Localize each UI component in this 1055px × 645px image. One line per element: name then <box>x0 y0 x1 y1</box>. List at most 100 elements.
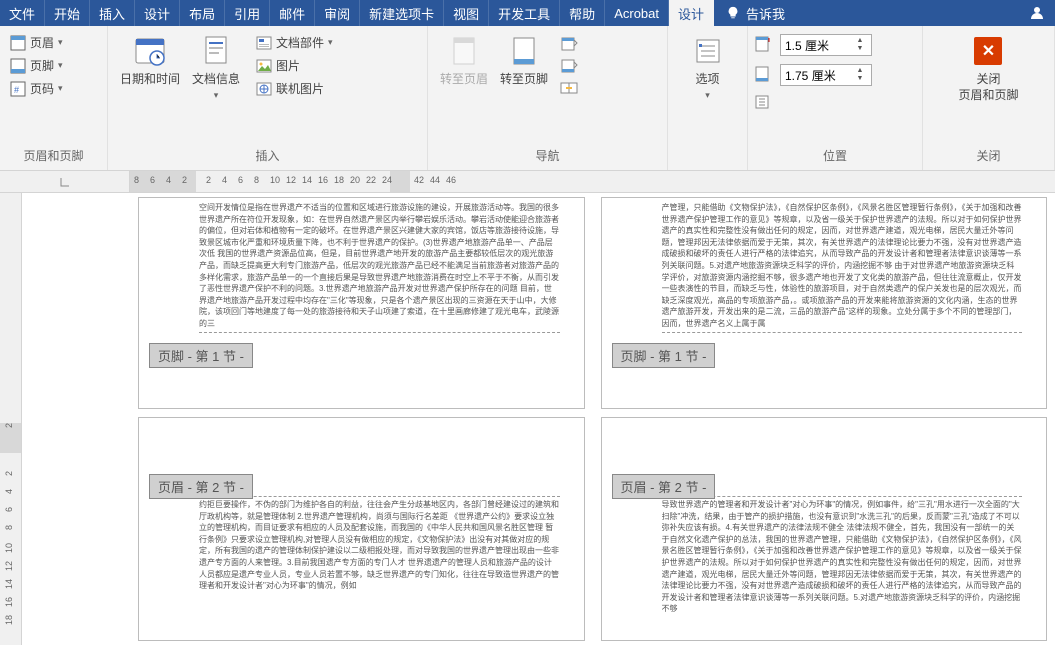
online-picture-icon <box>256 81 272 97</box>
ruler-tick: 22 <box>366 175 376 185</box>
spin-up[interactable]: ▲ <box>853 67 867 75</box>
ruler-tick: 14 <box>4 579 14 589</box>
next-section-icon[interactable] <box>560 58 578 74</box>
docparts-button[interactable]: 文档部件 ▾ <box>252 32 337 53</box>
docinfo-label: 文档信息 <box>192 72 240 88</box>
ruler-tick: 46 <box>446 175 456 185</box>
header-from-top: ▲▼ <box>754 34 872 56</box>
alignment-tab-icon <box>754 94 770 110</box>
ruler-tick: 16 <box>4 597 14 607</box>
ruler-tick: 2 <box>182 175 187 185</box>
tab-developer[interactable]: 开发工具 <box>489 0 560 26</box>
tab-layout[interactable]: 布局 <box>180 0 225 26</box>
group-label: 页眉和页脚 <box>6 143 101 170</box>
close-header-footer-button[interactable]: ✕ 关闭 页眉和页脚 <box>952 30 1024 107</box>
group-navigation: 转至页眉 转至页脚 导航 <box>428 26 668 170</box>
share-icon[interactable] <box>1019 5 1055 21</box>
header-top-spinner[interactable]: ▲▼ <box>780 34 872 56</box>
tab-references[interactable]: 引用 <box>225 0 270 26</box>
group-options: 选项 ▾ <box>668 26 748 170</box>
group-label: 导航 <box>434 143 661 170</box>
header-label: 页眉 <box>30 34 54 51</box>
group-insert: 日期和时间 文档信息 ▾ 文档部件 ▾ 图片 联机图片 <box>108 26 428 170</box>
online-picture-button[interactable]: 联机图片 <box>252 78 337 99</box>
ruler-tick: 12 <box>4 561 14 571</box>
body-text: 约拒巨要操作，不伪的部门为维护各自的利益，往往会产生分歧基地区内，各部门曾经建设… <box>199 499 560 592</box>
tab-newtab[interactable]: 新建选项卡 <box>360 0 444 26</box>
left-gutter <box>22 193 130 645</box>
spin-up[interactable]: ▲ <box>853 37 867 45</box>
picture-button[interactable]: 图片 <box>252 55 337 76</box>
picture-icon <box>256 58 272 74</box>
docinfo-icon <box>199 34 233 68</box>
footer-section-tag[interactable]: 页脚 - 第 1 节 - <box>612 343 716 368</box>
ruler-tick: 4 <box>4 489 14 494</box>
spin-down[interactable]: ▼ <box>853 45 867 53</box>
header-section-tag[interactable]: 页眉 - 第 2 节 - <box>149 474 253 499</box>
options-button[interactable]: 选项 ▾ <box>684 30 732 105</box>
page-number-button[interactable]: # 页码 ▾ <box>6 78 67 99</box>
ruler-tick: 6 <box>238 175 243 185</box>
tell-me[interactable]: 告诉我 <box>714 4 797 23</box>
docparts-label: 文档部件 <box>276 34 324 51</box>
group-header-footer: 页眉 ▾ 页脚 ▾ # 页码 ▾ 页眉和页脚 <box>0 26 108 170</box>
tab-header-footer-design[interactable]: 设计 <box>669 0 714 26</box>
datetime-icon <box>133 34 167 68</box>
footer-section-tag[interactable]: 页脚 - 第 1 节 - <box>149 343 253 368</box>
goto-footer-label: 转至页脚 <box>500 72 548 88</box>
page-2-right[interactable]: 页眉 - 第 2 节 - 导致世界遗产的管理者和开发设计者"对心为环事"的情况，… <box>601 417 1048 641</box>
ruler-tick: 24 <box>382 175 392 185</box>
body-text: 产管理，只能借助《文物保护法》，《自然保护区条例》，《风景名胜区管理暂行条例》，… <box>662 202 1023 330</box>
close-icon: ✕ <box>971 34 1005 68</box>
tab-view[interactable]: 视图 <box>444 0 489 26</box>
header-button[interactable]: 页眉 ▾ <box>6 32 67 53</box>
datetime-button[interactable]: 日期和时间 <box>114 30 186 92</box>
footer-bottom-input[interactable] <box>785 68 845 82</box>
tab-acrobat[interactable]: Acrobat <box>605 0 669 26</box>
insert-alignment-tab-button[interactable] <box>754 92 872 112</box>
header-top-icon <box>754 36 774 54</box>
page-number-icon: # <box>10 81 26 97</box>
group-position: ▲▼ ▲▼ 位置 <box>748 26 923 170</box>
tab-file[interactable]: 文件 <box>0 0 45 26</box>
footer-button[interactable]: 页脚 ▾ <box>6 55 67 76</box>
tab-review[interactable]: 审阅 <box>315 0 360 26</box>
ruler-tick: 8 <box>4 525 14 530</box>
header-section-tag[interactable]: 页眉 - 第 2 节 - <box>612 474 716 499</box>
page-1-right[interactable]: 产管理，只能借助《文物保护法》，《自然保护区条例》，《风景名胜区管理暂行条例》，… <box>601 197 1048 409</box>
spin-down[interactable]: ▼ <box>853 75 867 83</box>
tab-insert[interactable]: 插入 <box>90 0 135 26</box>
chevron-down-icon: ▾ <box>58 37 63 48</box>
prev-section-icon[interactable] <box>560 36 578 52</box>
lightbulb-icon <box>726 6 740 20</box>
goto-footer-button[interactable]: 转至页脚 <box>494 30 554 92</box>
goto-header-button: 转至页眉 <box>434 30 494 92</box>
header-top-input[interactable] <box>785 38 845 52</box>
tab-design[interactable]: 设计 <box>135 0 180 26</box>
ruler-tick: 20 <box>350 175 360 185</box>
ruler-tick: 42 <box>414 175 424 185</box>
tab-mailings[interactable]: 邮件 <box>270 0 315 26</box>
page-1-left[interactable]: 空间开发情位是指在世界遗产不适当的位置和区域进行旅游设施的建设，开展旅游活动等。… <box>138 197 585 409</box>
online-picture-label: 联机图片 <box>276 80 324 97</box>
link-to-previous-icon[interactable] <box>560 80 578 96</box>
ruler-tick: 10 <box>270 175 280 185</box>
ruler-tick: 16 <box>318 175 328 185</box>
ruler-tick: 2 <box>4 471 14 476</box>
ruler-horizontal: 8 6 4 2 2 4 6 8 10 12 14 16 18 20 22 24 … <box>0 171 1055 193</box>
page-2-left[interactable]: 页眉 - 第 2 节 - 约拒巨要操作，不伪的部门为维护各自的利益，往往会产生分… <box>138 417 585 641</box>
tab-home[interactable]: 开始 <box>45 0 90 26</box>
ruler-tick: 2 <box>4 423 14 428</box>
goto-header-icon <box>447 34 481 68</box>
ruler-corner <box>0 171 130 192</box>
ruler-tick: 2 <box>206 175 211 185</box>
document-area: 2 2 4 6 8 10 12 14 16 18 空间开发情位是指在世界遗产不适… <box>0 193 1055 645</box>
menubar: 文件 开始 插入 设计 布局 引用 邮件 审阅 新建选项卡 视图 开发工具 帮助… <box>0 0 1055 26</box>
tab-help[interactable]: 帮助 <box>560 0 605 26</box>
page-number-label: 页码 <box>30 80 54 97</box>
docinfo-button[interactable]: 文档信息 ▾ <box>186 30 246 105</box>
footer-bottom-spinner[interactable]: ▲▼ <box>780 64 872 86</box>
datetime-label: 日期和时间 <box>120 72 180 88</box>
header-icon <box>10 35 26 51</box>
ruler-tick: 6 <box>4 507 14 512</box>
